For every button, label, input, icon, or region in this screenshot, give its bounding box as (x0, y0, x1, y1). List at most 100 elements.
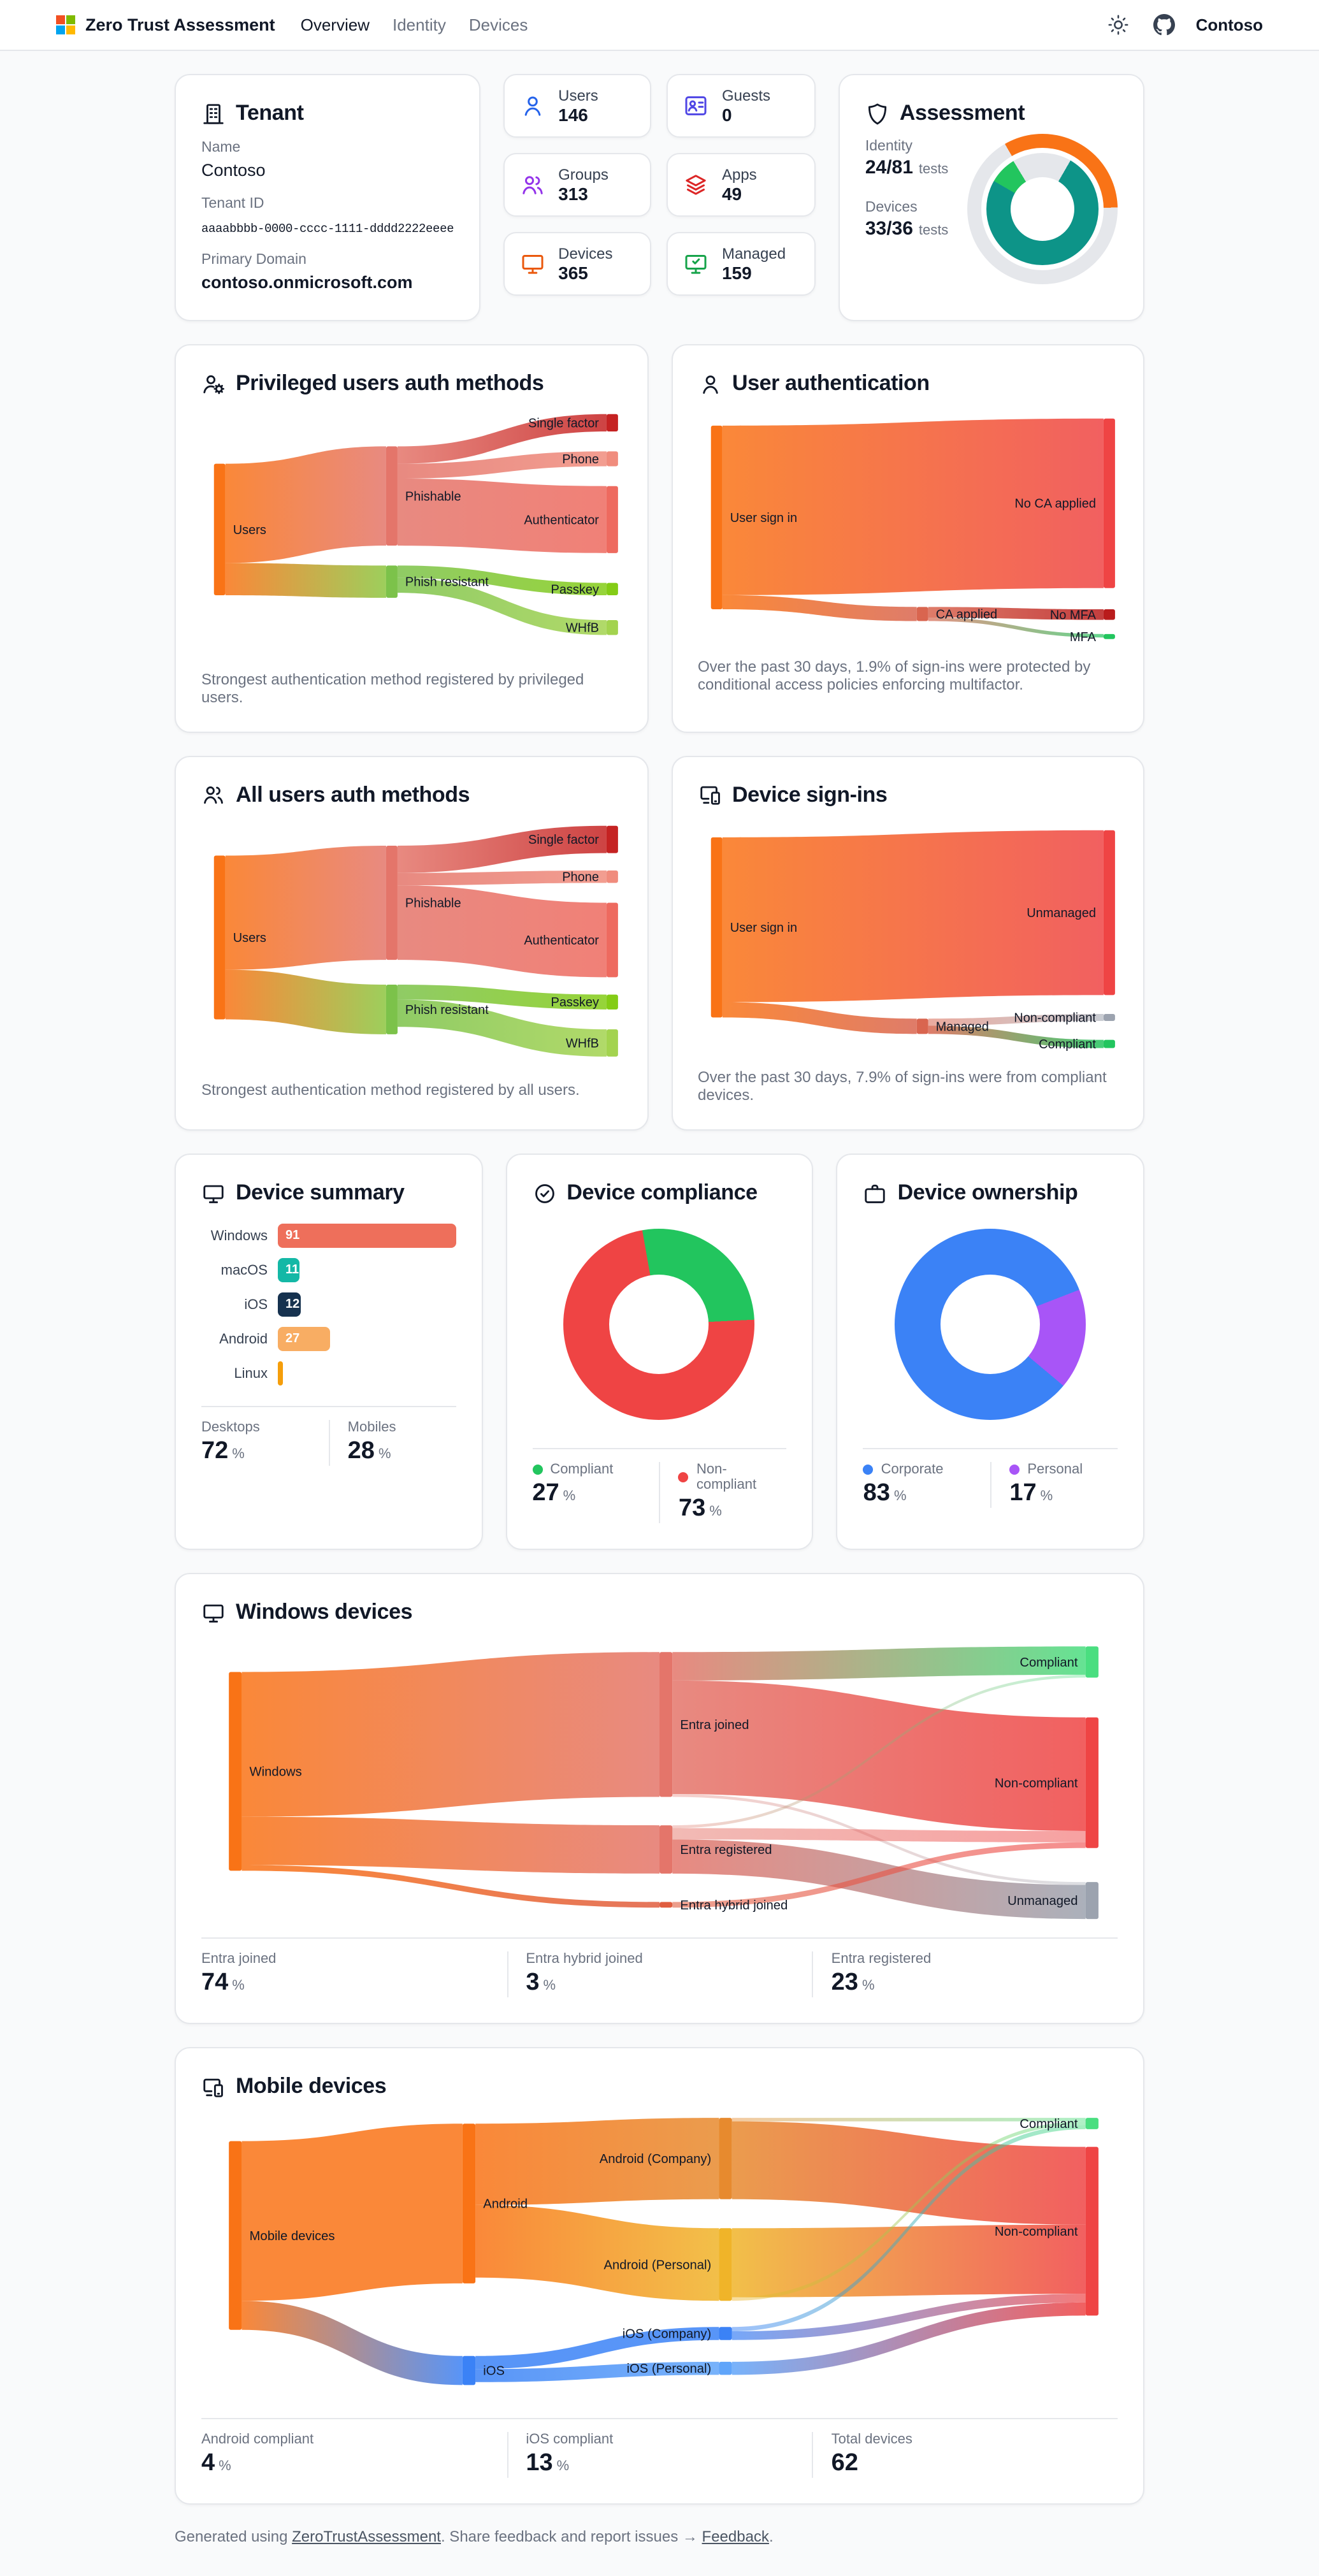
sankey-node-label: Single factor (528, 833, 599, 847)
sankey-node (1102, 418, 1114, 588)
sankey-node-label: No MFA (1049, 608, 1096, 622)
sankey-node (213, 855, 226, 1019)
sankey-node (660, 1825, 673, 1874)
nav-overview[interactable]: Overview (300, 15, 370, 34)
device-bar-value: 11 (285, 1263, 299, 1278)
privileged-auth-sankey: Users Phishable Phish resistant Single fact… (213, 414, 618, 635)
sankey-node (606, 414, 618, 432)
desktops-stat: Desktops 72% (201, 1421, 329, 1466)
assessment-identity-row: Identity 24/81 tests (865, 139, 948, 180)
device-bar-track: 91 (278, 1224, 456, 1248)
main-nav: Overview Identity Devices (301, 15, 528, 34)
assessment-inner-ring (981, 148, 1104, 270)
briefcase-icon (863, 1182, 888, 1206)
sankey-node-label: Mobile devices (250, 2229, 335, 2243)
device-bar-row: macOS 11 (201, 1254, 456, 1288)
device-bar: 11 (278, 1258, 299, 1283)
sankey-node-label: Users (233, 930, 266, 944)
sankey-node (1085, 1647, 1099, 1679)
device-signins-caption: Over the past 30 days, 7.9% of sign-ins … (698, 1068, 1107, 1104)
corporate-value: 83 (863, 1480, 890, 1507)
stat-tile-users: Users 146 (503, 74, 652, 138)
guest-badge-icon (684, 93, 709, 119)
device-summary-bars: Windows 91 macOS 11 iOS 12 Android 27 Linux (201, 1219, 456, 1391)
stat-label: Managed (721, 245, 786, 263)
sankey-flow (732, 2303, 1086, 2375)
device-bar-row: Android 27 (201, 1322, 456, 1357)
sankey-node-label: Non-compliant (995, 2225, 1078, 2240)
device-bar-value: 27 (285, 1332, 300, 1347)
ios-compliant-stat: iOS compliant 13% (507, 2432, 812, 2478)
tenant-name-field: Name Contoso (201, 140, 454, 182)
feedback-link[interactable]: Feedback (702, 2528, 769, 2546)
device-signins-sankey: User sign in Unmanaged Managed Non-complian… (710, 830, 1114, 1051)
theme-toggle-button[interactable] (1104, 11, 1132, 39)
zero-trust-assessment-link[interactable]: ZeroTrustAssessment (292, 2528, 441, 2546)
entra-registered-stat: Entra registered 23% (812, 1951, 1118, 1998)
sankey-flow (225, 446, 386, 563)
sankey-flow (241, 2301, 463, 2385)
sankey-node (1085, 1718, 1099, 1849)
tenant-name-label: Name (201, 140, 241, 156)
device-bar: 91 (278, 1224, 456, 1248)
sankey-node (710, 425, 722, 610)
sankey-node (1102, 609, 1114, 620)
assessment-devices-value: 33/36 (865, 218, 913, 240)
footer-text-before: Generated using (175, 2528, 292, 2546)
account-name[interactable]: Contoso (1195, 15, 1263, 34)
footer-text-after: . (768, 2528, 774, 2546)
sankey-flow (397, 414, 607, 464)
sankey-flow (732, 2125, 1086, 2332)
sankey-node-label: Unmanaged (1026, 906, 1095, 920)
stat-label: Guests (721, 87, 770, 105)
sankey-node-label: iOS (Personal) (627, 2363, 712, 2377)
monitor-icon (201, 1182, 226, 1206)
all-users-auth-caption: Strongest authentication method register… (201, 1081, 580, 1099)
device-ownership-card: Device ownership Corporate 83% Personal … (836, 1154, 1144, 1551)
mobile-devices-sankey: Mobile devices Android iOS Android (Company… (229, 2117, 1099, 2385)
device-bar-label: Android (219, 1331, 268, 1347)
sankey-node (1085, 2118, 1099, 2130)
mobile-devices-title: Mobile devices (236, 2074, 387, 2099)
tenant-domain-field: Primary Domain contoso.onmicrosoft.com (201, 252, 454, 294)
device-compliance-title: Device compliance (566, 1180, 758, 1205)
stats-grid: Users 146 Guests 0 Groups 313 Apps 49 Device… (503, 74, 816, 321)
device-bar-label: Linux (234, 1366, 268, 1382)
device-bar-row: Linux (201, 1357, 456, 1391)
user-authentication-title: User authentication (732, 371, 930, 395)
monitor-icon (201, 1601, 226, 1625)
page-footer: Generated using ZeroTrustAssessment. Sha… (175, 2528, 1144, 2571)
sankey-node-label: Compliant (1020, 2117, 1078, 2131)
circle-check-icon (532, 1182, 556, 1206)
sankey-flow (397, 984, 607, 1009)
assessment-devices-unit: tests (918, 223, 949, 238)
stat-label: Devices (558, 245, 613, 263)
github-link[interactable] (1150, 11, 1178, 39)
sankey-flow (397, 870, 607, 885)
layers-icon (684, 172, 709, 198)
sankey-node-label: Phishable (405, 489, 461, 503)
stat-value: 146 (558, 105, 588, 125)
assessment-devices-row: Devices 33/36 tests (865, 200, 948, 241)
sankey-node-label: Non-compliant (995, 1777, 1078, 1791)
sankey-node (719, 2327, 732, 2341)
nav-devices[interactable]: Devices (468, 15, 528, 34)
device-bar-value: 12 (285, 1298, 300, 1312)
compliant-stat: Compliant 27% (532, 1462, 614, 1507)
stat-tile-groups: Groups 313 (503, 153, 652, 217)
sankey-node (213, 463, 226, 596)
sankey-node-label: Entra hybrid joined (680, 1899, 788, 1913)
user-authentication-card: User authentication User sign in No CA ap… (671, 344, 1144, 733)
privileged-auth-title: Privileged users auth methods (236, 371, 544, 395)
sankey-node (916, 1018, 928, 1034)
sankey-node-label: WHfB (566, 621, 599, 635)
user-authentication-caption: Over the past 30 days, 1.9% of sign-ins … (698, 657, 1091, 693)
sankey-flow (241, 1653, 660, 1818)
sankey-node-label: Passkey (551, 582, 599, 597)
sankey-node (462, 2356, 476, 2385)
nav-identity[interactable]: Identity (393, 15, 446, 34)
mobiles-unit: % (378, 1447, 391, 1463)
non-compliant-stat: Non-compliant 73% (659, 1462, 787, 1524)
tenant-id-field: Tenant ID aaaabbbb-0000-cccc-1111-dddd22… (201, 196, 454, 238)
sankey-node (710, 837, 722, 1017)
